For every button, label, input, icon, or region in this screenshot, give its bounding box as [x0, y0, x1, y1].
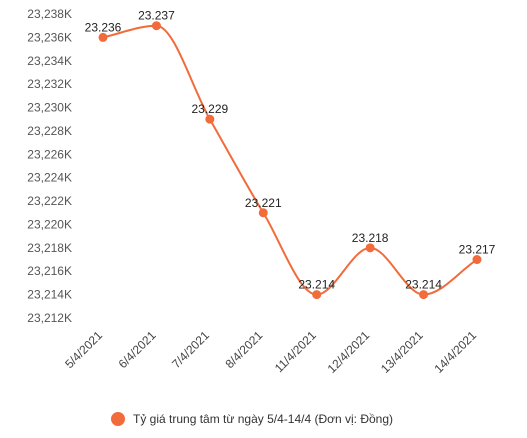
y-tick-label: 23,234K — [27, 54, 72, 68]
data-point[interactable] — [205, 114, 215, 124]
data-point[interactable] — [365, 243, 375, 253]
y-axis: 23,238K 23,236K 23,234K 23,232K 23,230K 23,22… — [27, 7, 72, 325]
x-tick-label: 13/4/2021 — [378, 328, 426, 376]
x-tick-label: 8/4/2021 — [222, 328, 265, 371]
x-tick-label: 11/4/2021 — [272, 328, 319, 375]
y-tick-label: 23,216K — [27, 264, 72, 278]
data-point[interactable] — [151, 21, 161, 31]
y-tick-label: 23,214K — [27, 288, 72, 302]
data-label: 23.236 — [85, 20, 122, 34]
y-tick-label: 23,212K — [27, 311, 72, 325]
data-point[interactable] — [312, 290, 322, 300]
x-axis: 5/4/2021 6/4/2021 7/4/2021 8/4/2021 11/4/202… — [62, 328, 479, 376]
data-point[interactable] — [472, 255, 482, 265]
data-point[interactable] — [258, 208, 268, 218]
data-label: 23.217 — [459, 243, 496, 257]
y-tick-label: 23,230K — [27, 101, 72, 115]
data-label: 23.221 — [245, 196, 282, 210]
data-label: 23.237 — [138, 9, 175, 23]
data-point[interactable] — [419, 290, 429, 300]
x-tick-label: 14/4/2021 — [431, 328, 479, 376]
y-tick-label: 23,232K — [27, 77, 72, 91]
legend: Tỷ giá trung tâm từ ngày 5/4-14/4 (Đơn v… — [111, 412, 393, 426]
x-tick-label: 5/4/2021 — [62, 328, 105, 371]
y-tick-label: 23,228K — [27, 124, 72, 138]
data-label: 23.214 — [298, 278, 335, 292]
y-tick-label: 23,226K — [27, 147, 72, 161]
x-tick-label: 7/4/2021 — [169, 328, 212, 371]
series-line — [102, 24, 478, 296]
data-label: 23.218 — [352, 231, 389, 245]
x-tick-label: 12/4/2021 — [325, 328, 373, 376]
data-point[interactable] — [98, 32, 108, 42]
series-layer — [98, 21, 482, 300]
y-tick-label: 23,220K — [27, 217, 72, 231]
y-tick-label: 23,222K — [27, 194, 72, 208]
data-labels: 23.236 23.237 23.229 23.221 23.214 23.218 23.2… — [85, 9, 496, 292]
legend-label: Tỷ giá trung tâm từ ngày 5/4-14/4 (Đơn v… — [133, 412, 393, 426]
y-tick-label: 23,224K — [27, 171, 72, 185]
x-tick-label: 6/4/2021 — [116, 328, 159, 371]
y-tick-label: 23,236K — [27, 30, 72, 44]
data-label: 23.214 — [405, 278, 442, 292]
legend-marker — [111, 412, 125, 426]
y-tick-label: 23,238K — [27, 7, 72, 21]
y-tick-label: 23,218K — [27, 241, 72, 255]
data-label: 23.229 — [192, 102, 229, 116]
